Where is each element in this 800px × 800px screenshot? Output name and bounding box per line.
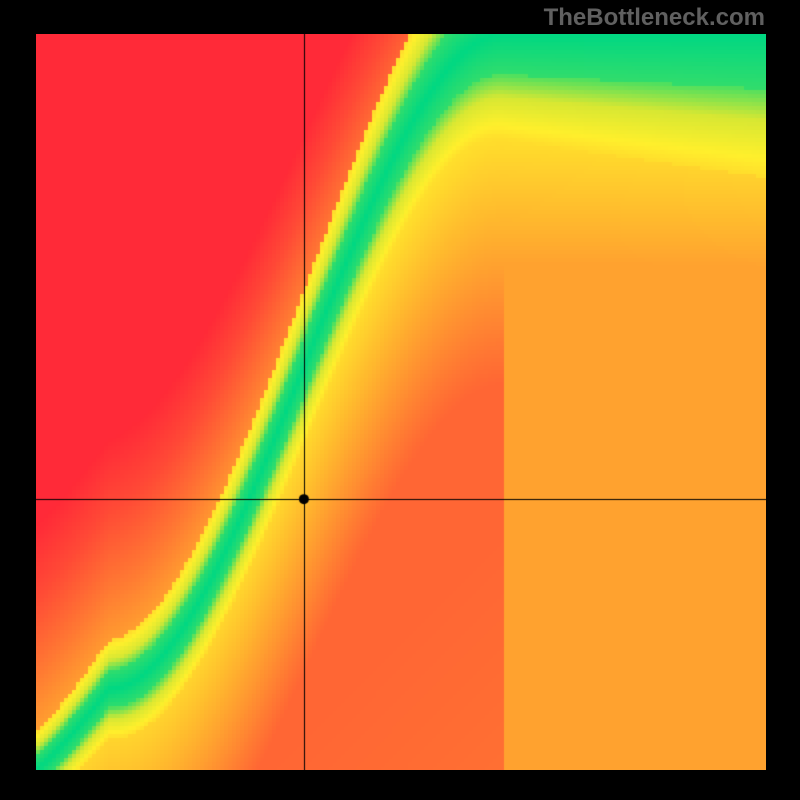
bottleneck-heatmap — [36, 34, 766, 770]
watermark-text: TheBottleneck.com — [544, 4, 765, 32]
chart-root: { "canvas": { "width": 800, "height": 80… — [0, 0, 800, 800]
